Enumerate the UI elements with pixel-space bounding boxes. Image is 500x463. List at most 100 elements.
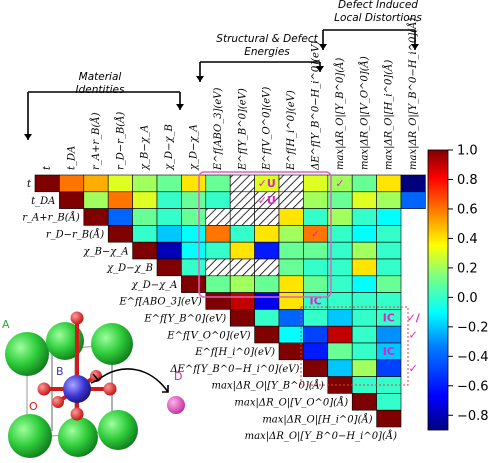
colorbar-tick-label: 0.6 — [457, 202, 478, 217]
heatmap-cell — [254, 275, 280, 293]
column-label: χ_B−χ_A — [140, 125, 151, 171]
row-label: max|ΔR_O|[V_O^0](Å) — [234, 396, 348, 408]
heatmap-cell — [205, 241, 231, 260]
structural-highlight-box — [198, 171, 332, 298]
column-label: r_D−r_B(Å) — [114, 112, 126, 170]
highlight-boxes — [198, 171, 409, 386]
heatmap-cell — [181, 208, 207, 226]
oxygen-atom — [37, 382, 51, 396]
heatmap-cell — [303, 309, 329, 327]
colorbar-ticks: 1.0 0.8 0.6 0.4 0.2 0.0 −0.2 −0.4 −0.6 −0.8 — [448, 144, 489, 424]
row-label: E^f[Y_B^0](eV) — [143, 313, 226, 324]
row-label: max|ΔR_O|[H_i^0](Å) — [262, 413, 372, 425]
a-site-atom — [91, 323, 133, 365]
heatmap-cell — [351, 359, 377, 377]
column-label: max|ΔR_O|[H_i^0](Å) — [383, 60, 395, 170]
heatmap-cell — [254, 309, 280, 327]
row-label: max|ΔR_O|[Y_B^0](Å) — [212, 380, 324, 392]
heatmap-cell — [278, 241, 304, 260]
column-label: ΔE^f[Y_B^0−H_i^0](eV) — [311, 41, 322, 171]
oxygen-atom — [52, 396, 64, 408]
column-label: E^f[ABO_3](eV) — [213, 87, 224, 171]
cell-mark: ✓ — [311, 227, 320, 240]
heatmap-cell — [205, 174, 231, 193]
heatmap-cell — [107, 191, 133, 209]
cell-mark: IC — [383, 345, 395, 358]
heatmap-cell — [303, 342, 329, 361]
colorbar-tick-label: 0.0 — [457, 291, 478, 306]
heatmap-cell — [376, 325, 402, 344]
heatmap-cell-hatched — [229, 208, 255, 226]
oxygen-atom — [103, 382, 117, 396]
a-site-atom — [98, 410, 138, 450]
cell-mark: ✓ — [409, 328, 418, 341]
heatmap-cell — [351, 174, 377, 193]
cell-mark: ✓/ — [407, 311, 421, 324]
cell-mark: ✓ — [409, 362, 418, 375]
heatmap-cell — [132, 225, 158, 243]
dopant-atom — [167, 396, 185, 414]
column-labels: t t_DA r_A+r_B(Å) r_D−r_B(Å) χ_B−χ_A χ_D−χ_B χ… — [42, 18, 419, 171]
cell-mark: ✓ — [335, 177, 344, 190]
heatmap-cell — [278, 258, 304, 277]
oxygen-label: O — [29, 400, 38, 413]
row-label: E^f[H_i^0](eV) — [194, 347, 275, 358]
heatmap-cell — [132, 208, 158, 226]
heatmap-cell — [229, 225, 255, 243]
column-label: E^f[Y_B^0](eV) — [237, 88, 248, 171]
heatmap-cell — [278, 275, 304, 293]
heatmap-cell-hatched — [278, 191, 304, 209]
crystal-structure: A B O D — [2, 311, 185, 458]
substitution-arrow — [97, 368, 169, 393]
heatmap-cell — [156, 208, 182, 226]
heatmap-cell — [351, 208, 377, 226]
heatmap-cell — [376, 208, 402, 226]
row-label: χ_B−χ_A — [83, 246, 129, 257]
heatmap-cell — [181, 174, 207, 193]
b-site-atom — [63, 375, 91, 403]
oxygen-atom — [70, 407, 84, 421]
heatmap-cell — [376, 258, 402, 277]
heatmap-cell — [327, 325, 353, 344]
a-site-atom — [5, 332, 49, 376]
heatmap-cell — [132, 191, 158, 209]
column-label: r_A+r_B(Å) — [90, 112, 102, 170]
colorbar-tick-label: 0.8 — [457, 173, 478, 188]
heatmap-cell — [132, 174, 158, 193]
heatmap-cell — [351, 309, 377, 327]
heatmap-cell — [303, 191, 329, 209]
heatmap-cell — [205, 191, 231, 209]
column-label: t_DA — [67, 146, 78, 170]
group-header-text: Identities — [76, 84, 125, 96]
heatmap-cell — [156, 258, 182, 277]
heatmap-cell — [351, 325, 377, 344]
colorbar: 1.0 0.8 0.6 0.4 0.2 0.0 −0.2 −0.4 −0.6 −0.8 — [427, 144, 489, 431]
heatmap-cell — [181, 225, 207, 243]
column-label: t — [42, 165, 53, 170]
row-label: E^f[ABO_3](eV) — [118, 297, 202, 308]
group-header-text: Material — [79, 71, 122, 83]
colorbar-tick-label: −0.8 — [457, 409, 489, 424]
heatmap-cell — [59, 191, 85, 209]
heatmap-cell — [83, 208, 109, 226]
heatmap-cell — [83, 174, 109, 193]
heatmap-cell — [400, 191, 426, 209]
heatmap-cell — [351, 393, 377, 411]
dopant-label: D — [174, 370, 182, 383]
heatmap-cell — [156, 174, 182, 193]
column-label: max|ΔR_O|[Y_B^0−H_i^0](Å) — [407, 18, 419, 170]
heatmap-cell — [376, 393, 402, 411]
heatmap-cell — [181, 191, 207, 209]
heatmap-cell-hatched — [254, 258, 280, 277]
heatmap-cell — [181, 275, 207, 293]
colorbar-tick-label: −0.2 — [457, 320, 489, 335]
colorbar-tick-label: −0.4 — [457, 350, 489, 365]
heatmap-cell — [229, 309, 255, 327]
heatmap-cell — [205, 292, 231, 310]
heatmap-cell — [254, 225, 280, 243]
heatmap-cell-hatched — [254, 208, 280, 226]
heatmap-cell-hatched — [229, 174, 255, 193]
heatmap-cell-hatched — [229, 258, 255, 277]
heatmap-cell — [303, 359, 329, 377]
